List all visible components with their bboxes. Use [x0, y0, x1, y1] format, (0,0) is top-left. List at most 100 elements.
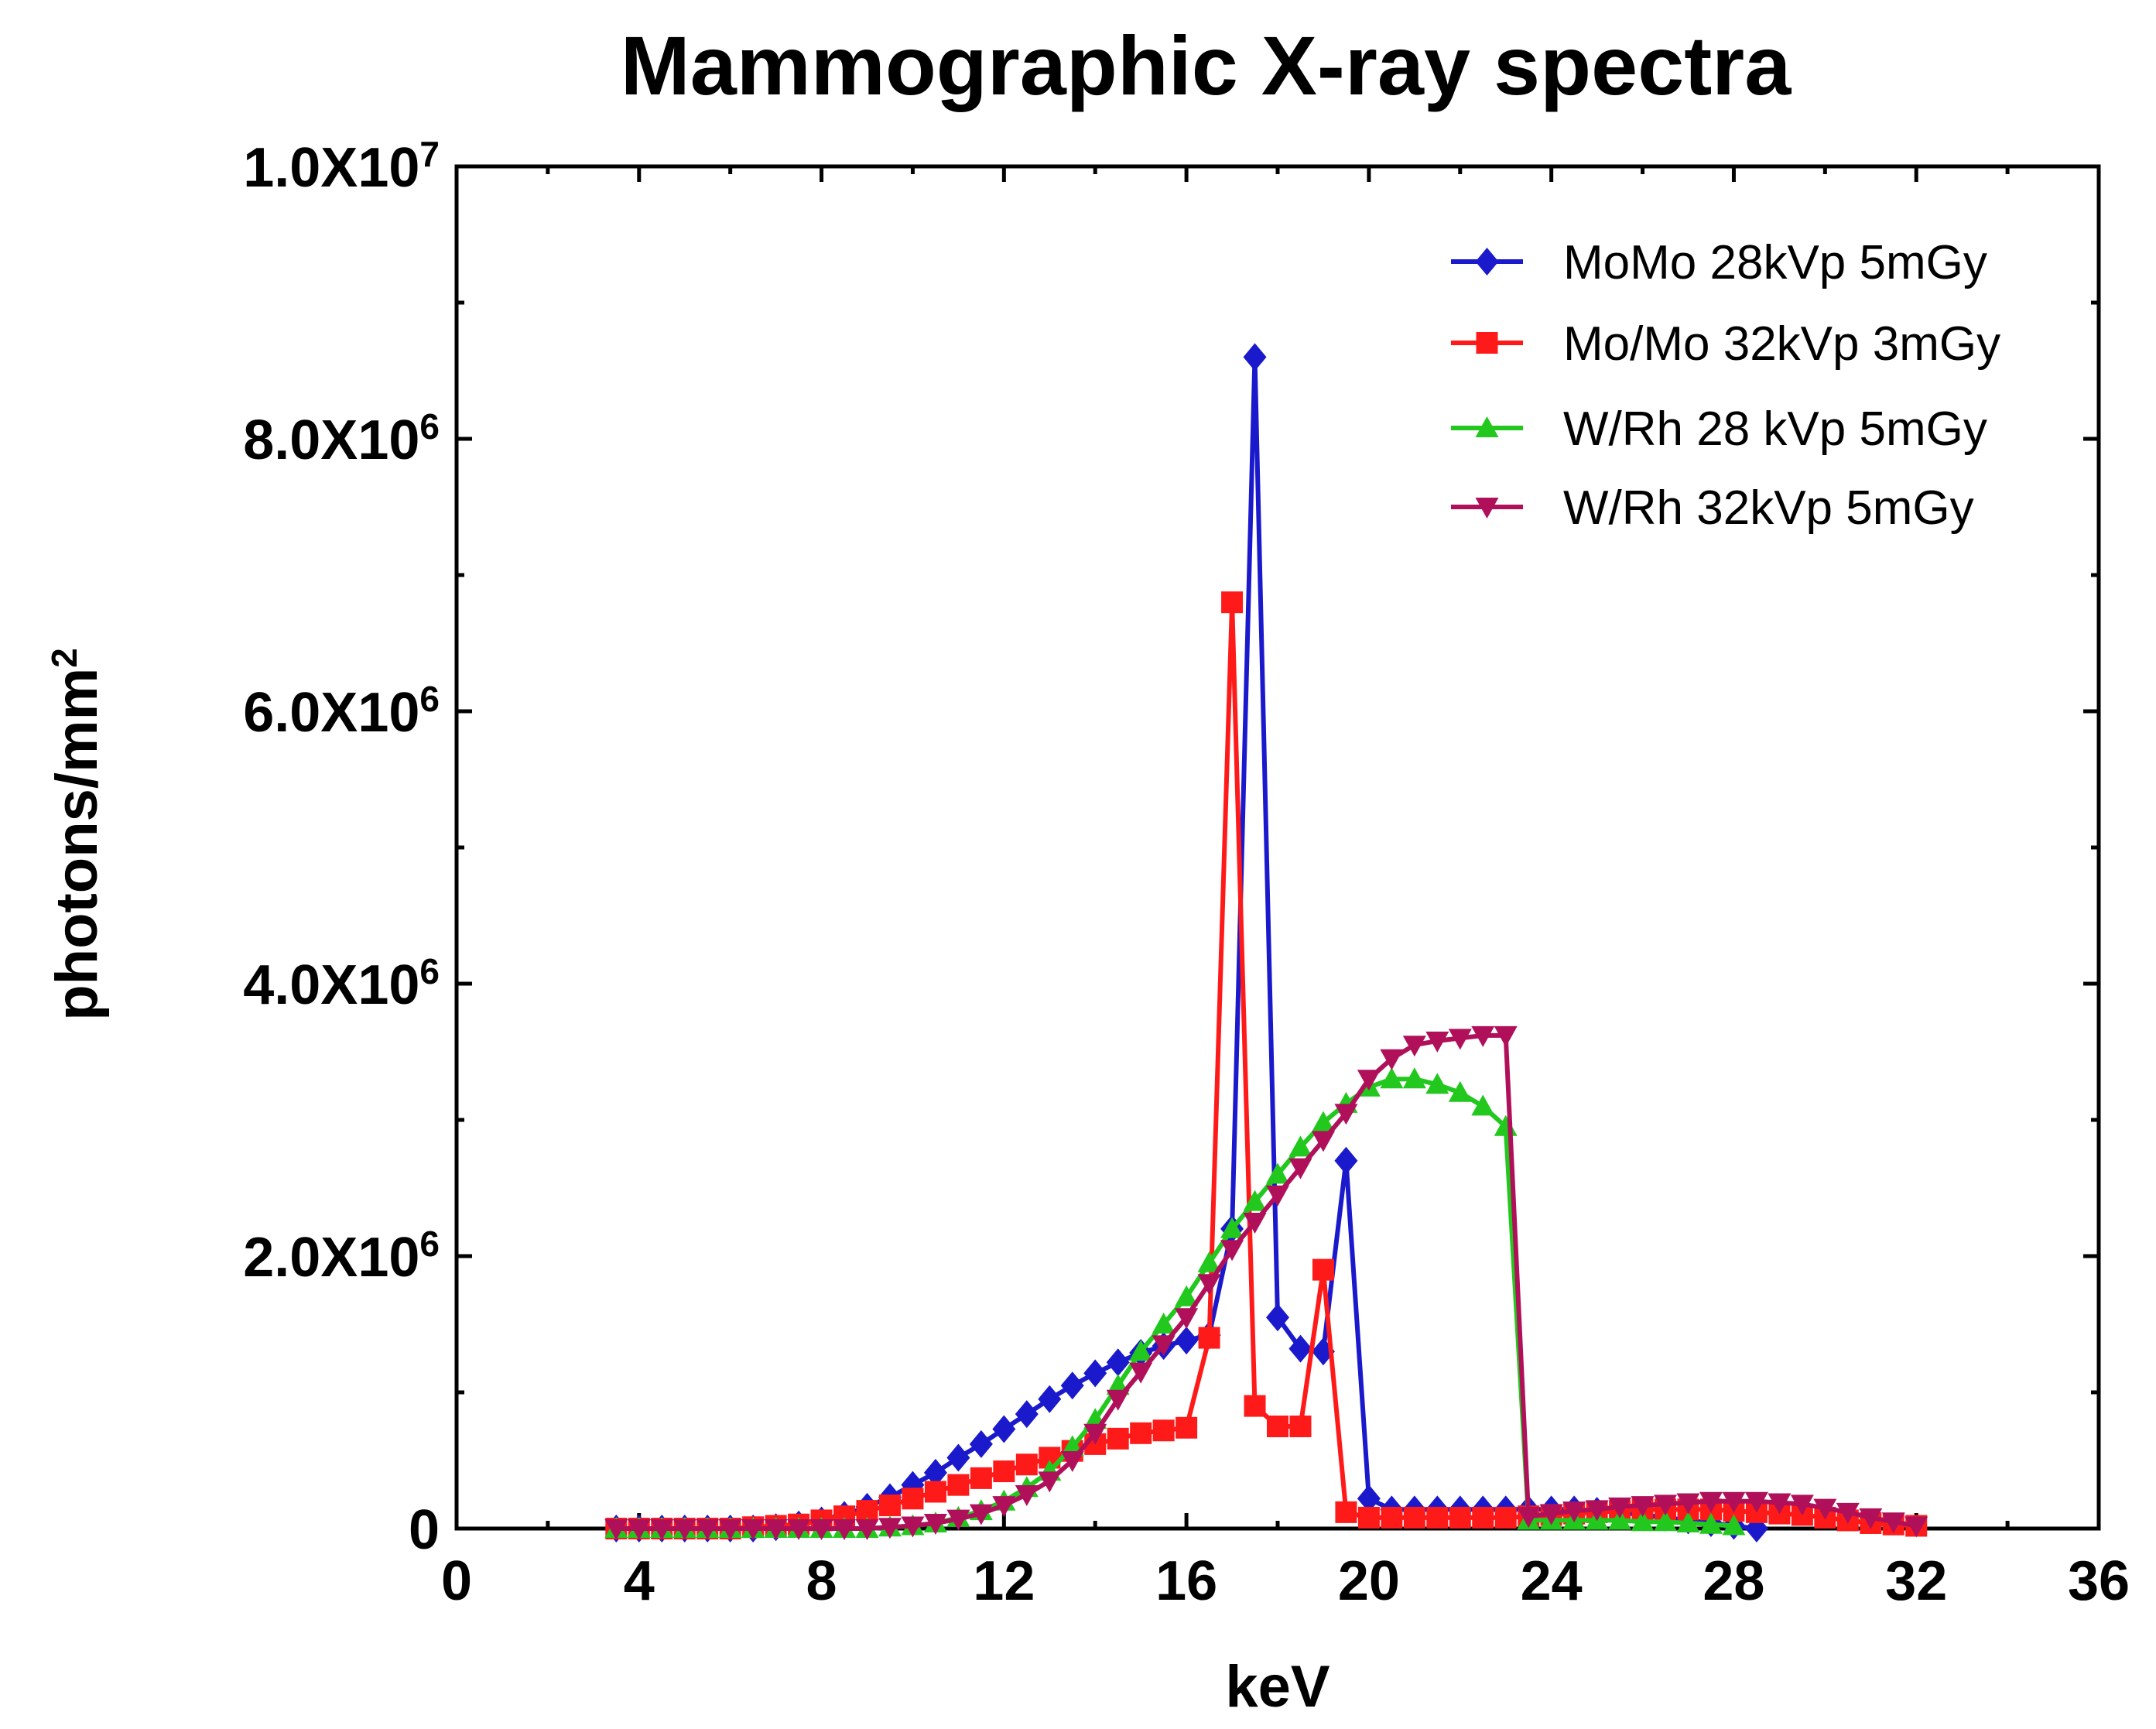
data-point — [1402, 1036, 1426, 1057]
data-point — [1288, 1334, 1312, 1363]
data-point — [1448, 1080, 1472, 1102]
data-point — [1015, 1453, 1038, 1476]
y-tick-mantissa: 1.0X10 — [243, 137, 419, 199]
data-point — [1425, 1031, 1449, 1053]
data-point — [833, 1519, 857, 1540]
data-point — [1722, 1491, 1746, 1513]
data-point — [1083, 1359, 1107, 1388]
plot-area — [604, 343, 1928, 1542]
data-point — [1015, 1485, 1039, 1506]
y-tick-mantissa: 0 — [409, 1499, 440, 1561]
x-tick-label: 28 — [1703, 1550, 1764, 1612]
data-point — [1517, 1507, 1541, 1529]
data-point — [1426, 1506, 1449, 1529]
data-point — [1266, 1185, 1289, 1207]
data-point — [1881, 1512, 1905, 1534]
data-point — [1494, 1506, 1517, 1529]
data-point — [1220, 1217, 1244, 1238]
data-point — [1381, 1506, 1403, 1529]
data-point — [1403, 1506, 1425, 1529]
series-line — [616, 1077, 1734, 1531]
y-tick-exponent: 6 — [419, 1224, 440, 1264]
data-point — [1175, 1327, 1199, 1355]
data-point — [1152, 1419, 1175, 1442]
y-tick-exponent: 6 — [419, 951, 440, 991]
data-point — [1311, 1131, 1335, 1152]
data-point — [1836, 1502, 1860, 1524]
data-point — [947, 1474, 970, 1496]
legend-label: MoMo 28kVp 5mGy — [1563, 236, 1987, 289]
data-point — [1631, 1496, 1655, 1518]
data-point — [902, 1488, 924, 1510]
data-point — [923, 1458, 947, 1487]
data-point — [1266, 1162, 1289, 1184]
data-point — [1130, 1422, 1152, 1444]
data-point — [1471, 1025, 1495, 1047]
data-point — [1243, 1213, 1267, 1234]
data-point — [1335, 1501, 1357, 1523]
y-tick-label: 1.0X107 — [243, 134, 440, 199]
data-point — [1790, 1494, 1814, 1516]
data-point — [1107, 1427, 1129, 1450]
legend-item: W/Rh 28 kVp 5mGy — [1451, 402, 1987, 456]
data-point — [992, 1496, 1016, 1518]
y-tick-label: 8.0X106 — [243, 406, 440, 471]
data-point — [1243, 343, 1267, 371]
data-point — [1197, 1251, 1221, 1272]
data-point — [718, 1519, 742, 1540]
data-point — [969, 1504, 993, 1525]
data-point — [1198, 1327, 1220, 1349]
data-point — [1334, 1146, 1358, 1175]
x-tick-label: 36 — [2068, 1550, 2130, 1612]
x-tick-label: 4 — [624, 1550, 655, 1612]
data-point — [1266, 1303, 1289, 1332]
data-point — [924, 1481, 946, 1503]
x-tick-label: 0 — [441, 1550, 472, 1612]
data-point — [878, 1494, 901, 1517]
data-point — [1060, 1451, 1084, 1472]
x-tick-label: 16 — [1155, 1550, 1217, 1612]
data-point — [1425, 1073, 1449, 1094]
data-point — [650, 1519, 674, 1540]
legend-label: W/Rh 28 kVp 5mGy — [1563, 402, 1987, 456]
legend-marker — [1476, 332, 1498, 354]
data-point — [787, 1519, 811, 1540]
x-tick-label: 20 — [1338, 1550, 1400, 1612]
legend-item: W/Rh 32kVp 5mGy — [1451, 481, 1974, 535]
data-point — [1357, 1070, 1381, 1091]
data-point — [1608, 1497, 1632, 1518]
data-point — [1539, 1504, 1563, 1525]
data-point — [1357, 1484, 1381, 1513]
data-point — [1380, 1049, 1404, 1070]
data-point — [1312, 1258, 1334, 1281]
data-point — [1083, 1423, 1107, 1445]
y-tick-exponent: 6 — [419, 406, 440, 447]
data-point — [1015, 1400, 1039, 1429]
data-point — [809, 1519, 833, 1540]
data-point — [1699, 1491, 1723, 1513]
data-point — [1152, 1313, 1176, 1334]
data-point — [1129, 1340, 1153, 1361]
data-point — [1243, 1190, 1267, 1211]
data-point — [1289, 1416, 1312, 1437]
data-point — [993, 1460, 1015, 1483]
data-point — [604, 1519, 628, 1540]
data-point — [1288, 1135, 1312, 1157]
data-point — [1654, 1494, 1678, 1516]
data-point — [1768, 1493, 1792, 1515]
legend: MoMo 28kVp 5mGy Mo/Mo 32kVp 3mGy W/Rh 28 k… — [1451, 236, 2000, 535]
data-point — [1334, 1104, 1358, 1125]
x-tick-label: 12 — [973, 1550, 1035, 1612]
data-point — [1722, 1514, 1746, 1536]
x-tick-label: 8 — [806, 1550, 837, 1612]
data-point — [1038, 1471, 1062, 1493]
x-tick-label: 32 — [1885, 1550, 1947, 1612]
y-tick-label: 6.0X106 — [243, 679, 440, 744]
y-tick-exponent: 6 — [419, 679, 440, 719]
data-point — [855, 1519, 879, 1540]
y-tick-exponent: 7 — [419, 134, 440, 174]
legend-label: Mo/Mo 32kVp 3mGy — [1563, 317, 2000, 371]
series-4 — [604, 1025, 1928, 1540]
